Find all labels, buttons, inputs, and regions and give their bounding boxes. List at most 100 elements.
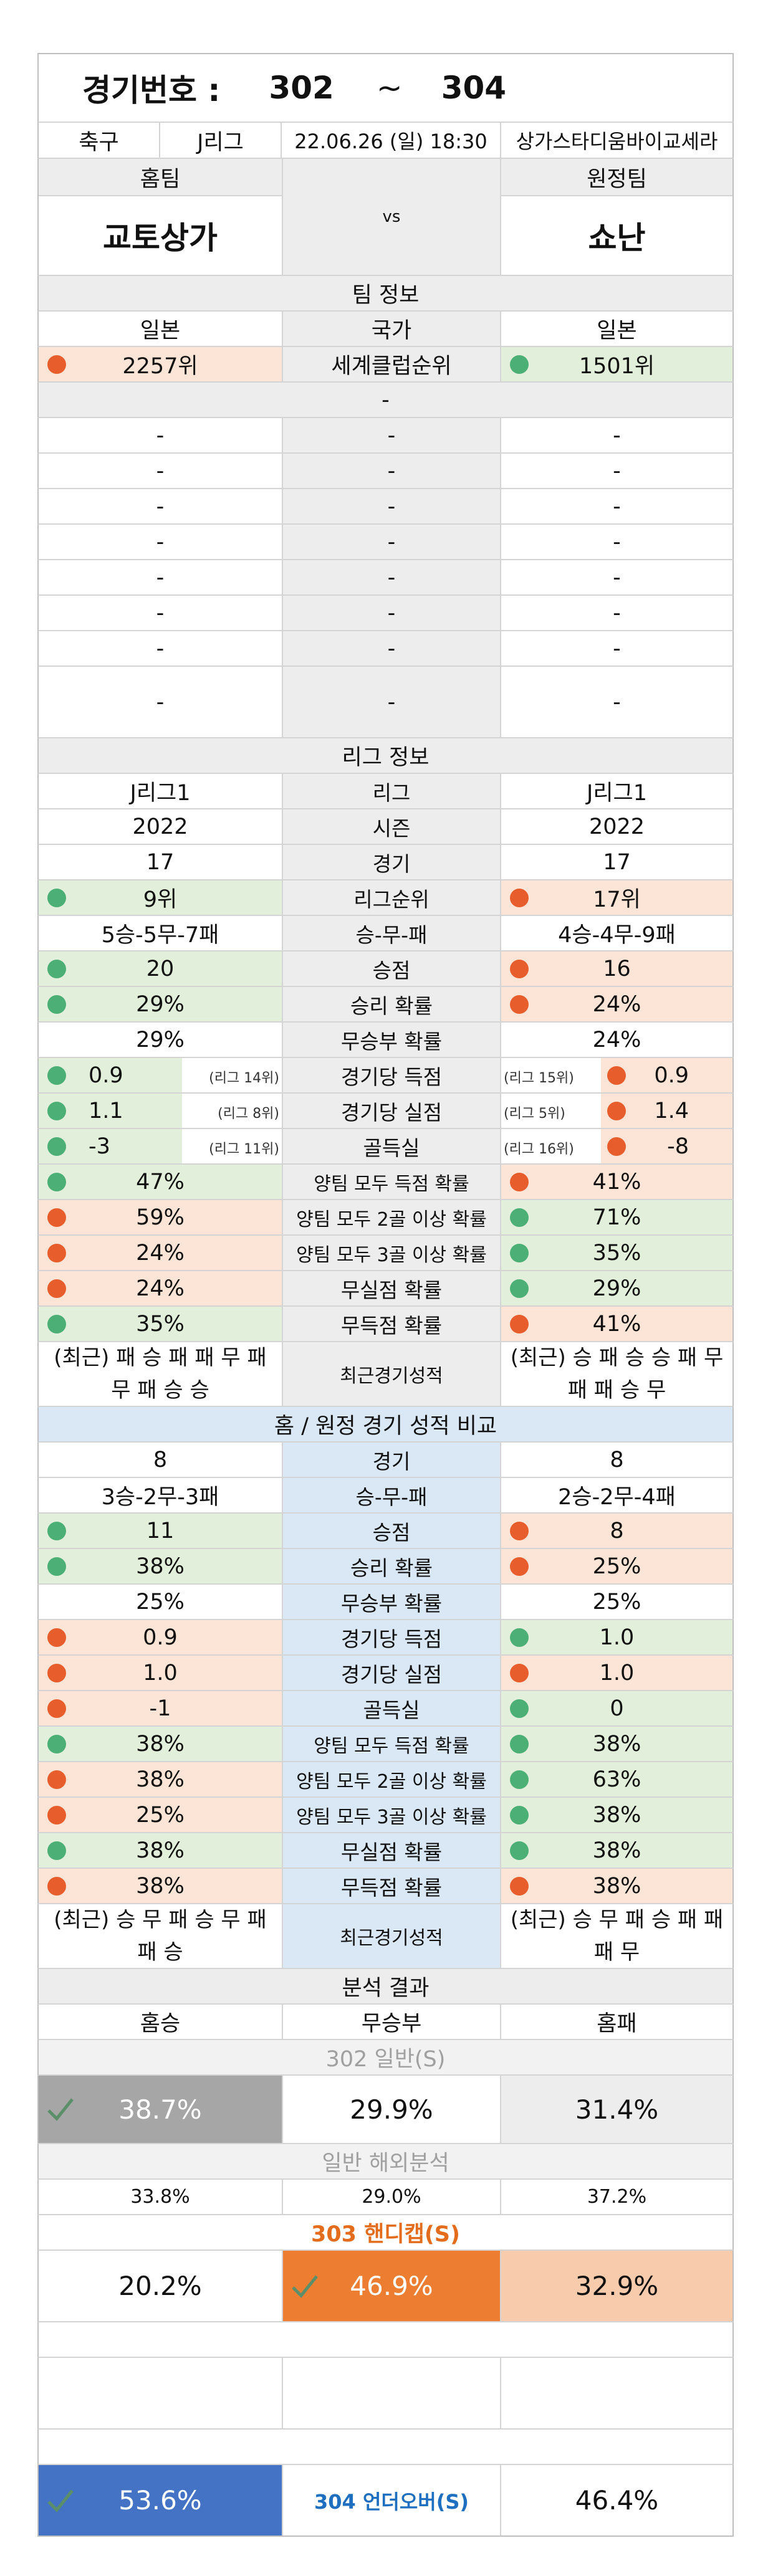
empty-cell: - <box>613 422 621 448</box>
team-info-empty-row: --- <box>37 560 734 596</box>
stat-row: 0.9 (리그 14위) 경기당 득점 0.9 (리그 15위) <box>37 1058 734 1094</box>
home-value: 25% <box>136 1589 185 1615</box>
home-value: 0.9 <box>143 1624 178 1650</box>
tilde: ~ <box>376 70 403 106</box>
stat-row: 1.1 (리그 8위) 경기당 실점 1.4 (리그 5위) <box>37 1094 734 1129</box>
away-value: J리그1 <box>587 781 647 806</box>
away-value: 4승-4무-9패 <box>558 923 676 948</box>
home-value-cell: 24% <box>39 1236 282 1270</box>
stat-label: 경기 <box>282 1443 501 1477</box>
status-dot-icon <box>510 1172 529 1191</box>
empty-cell: - <box>613 600 621 626</box>
stat-row: 24% 무실점 확률 29% <box>37 1271 734 1307</box>
home-value: 35% <box>136 1311 185 1337</box>
analysis-header: 분석 결과 <box>37 1969 734 2005</box>
overseas-title: 일반 해외분석 <box>322 2151 449 2176</box>
title-label: 경기번호 : <box>82 72 221 108</box>
team-info-empty-row: --- <box>37 489 734 525</box>
status-dot-icon <box>47 1066 66 1085</box>
empty-cell: - <box>282 667 501 737</box>
stat-label: 시즌 <box>282 809 501 844</box>
home-value-cell: 29% <box>39 987 282 1021</box>
away-value-cell: 0.9 (리그 15위) <box>501 1058 732 1092</box>
stat-row: 25% 양팀 모두 3골 이상 확률 38% <box>37 1798 734 1833</box>
status-dot-icon <box>607 1137 626 1156</box>
stat-row: 38% 무득점 확률 38% <box>37 1869 734 1904</box>
g302-row: 38.7% 29.9% 31.4% <box>37 2076 734 2144</box>
stat-label: 무실점 확률 <box>282 1833 501 1868</box>
away-value-cell: 38% <box>501 1869 732 1903</box>
g304-row: 53.6% 304 언더오버(S) 46.4% <box>37 2465 734 2537</box>
status-dot-icon <box>47 1841 66 1860</box>
away-value-cell: 8 <box>501 1443 732 1477</box>
stat-row: 11 승점 8 <box>37 1514 734 1549</box>
stat-row: 20 승점 16 <box>37 952 734 987</box>
home-value: 1.0 <box>143 1660 178 1686</box>
team-sub-title: - <box>382 387 390 413</box>
stat-row: 17 경기 17 <box>37 845 734 880</box>
stat-row: 47% 양팀 모두 득점 확률 41% <box>37 1165 734 1200</box>
home-value-cell: 59% <box>39 1200 282 1234</box>
status-dot-icon <box>47 1137 66 1156</box>
home-value: 38% <box>136 1838 185 1863</box>
match-info-row: 축구 J리그 22.06.26 (일) 18:30 상가스타디움바이교세라 <box>37 123 734 159</box>
stat-label: 골득실 <box>282 1691 501 1725</box>
status-dot-icon <box>47 1628 66 1647</box>
home-value: 38% <box>136 1873 185 1899</box>
datetime: 22.06.26 (일) 18:30 <box>282 123 501 158</box>
stat-label: 승점 <box>282 1514 501 1548</box>
status-dot-icon <box>510 1279 529 1298</box>
away-value: 1.0 <box>599 1624 635 1650</box>
home-value: 38% <box>136 1767 185 1792</box>
home-value: 25% <box>136 1802 185 1828</box>
away-league-rank: (리그 16위) <box>504 1141 574 1157</box>
stat-row: -1 골득실 0 <box>37 1691 734 1727</box>
empty-cell: - <box>282 418 501 452</box>
away-value-cell: 71% <box>501 1200 732 1234</box>
vs-label: vs <box>282 159 501 275</box>
g302-away: 31.4% <box>501 2076 732 2143</box>
status-dot-icon <box>47 1663 66 1682</box>
stat-row: 0.9 경기당 득점 1.0 <box>37 1620 734 1656</box>
stat-row: 38% 양팀 모두 득점 확률 38% <box>37 1727 734 1762</box>
overseas-draw: 29.0% <box>282 2180 501 2214</box>
stat-label: 양팀 모두 2골 이상 확률 <box>282 1200 501 1234</box>
stat-label: 경기당 실점 <box>282 1656 501 1690</box>
away-value: 24% <box>592 1027 641 1052</box>
g303-draw-value: 46.9% <box>350 2271 433 2301</box>
check-icon <box>47 2098 74 2121</box>
stat-label: 무득점 확률 <box>282 1869 501 1903</box>
stat-label: 승리 확률 <box>282 1549 501 1583</box>
stat-row: 24% 양팀 모두 3골 이상 확률 35% <box>37 1236 734 1271</box>
away-value-cell: 29% <box>501 1271 732 1305</box>
league-recent-row: (최근) 패 승 패 패 무 패 무 패 승 승 최근경기성적 (최근) 승 패… <box>37 1342 734 1407</box>
team-info-empty-row: --- <box>37 596 734 631</box>
stat-row: 38% 양팀 모두 2골 이상 확률 63% <box>37 1762 734 1798</box>
away-value: 41% <box>592 1169 641 1195</box>
home-value: 38% <box>136 1553 185 1579</box>
away-recent: (최근) 승 무 패 승 패 패 패 무 <box>510 1907 724 1965</box>
home-rank: 2257위 <box>122 354 198 379</box>
empty-cell: - <box>613 458 621 484</box>
away-value: 17 <box>603 849 631 875</box>
status-dot-icon <box>607 1101 626 1120</box>
home-value-cell: 38% <box>39 1549 282 1583</box>
away-value: 35% <box>592 1240 641 1266</box>
home-value-cell: 17 <box>39 845 282 879</box>
away-team: 쇼난 <box>588 220 646 256</box>
title-row: 경기번호 : 302 ~ 304 <box>37 53 734 123</box>
home-rank-cell: 2257위 <box>39 347 282 381</box>
analysis-labels: 홈승 무승부 홈패 <box>37 2005 734 2040</box>
teams-block: 홈팀 교토상가 vs 원정팀 쇼난 <box>37 159 734 276</box>
g303-home: 20.2% <box>118 2271 202 2301</box>
g303-away: 32.9% <box>501 2251 732 2321</box>
g304-under: 53.6% <box>39 2465 282 2535</box>
stat-label: 승-무-패 <box>282 1478 501 1512</box>
overseas-away: 37.2% <box>587 2186 647 2208</box>
status-dot-icon <box>607 1066 626 1085</box>
away-value-cell: 41% <box>501 1307 732 1341</box>
stat-label: 리그순위 <box>282 880 501 915</box>
away-value-cell: 17 <box>501 845 732 879</box>
stat-label: 무득점 확률 <box>282 1307 501 1341</box>
stat-row: 5승-5무-7패 승-무-패 4승-4무-9패 <box>37 916 734 952</box>
